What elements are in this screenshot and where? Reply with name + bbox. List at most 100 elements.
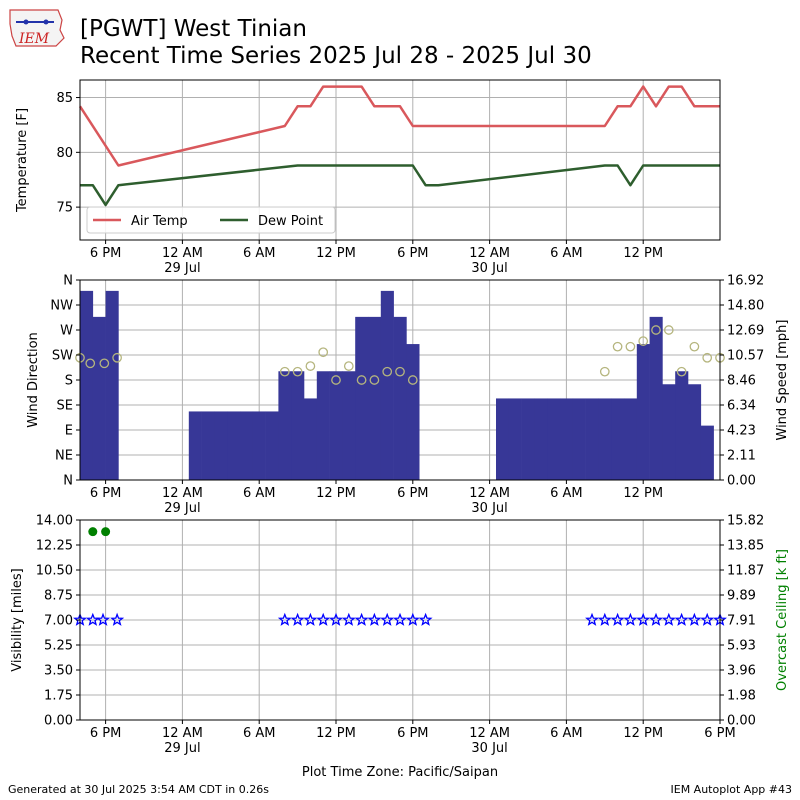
x-tick-sublabel: 29 Jul	[164, 741, 200, 756]
wind-direction-point	[395, 366, 405, 377]
visibility-point	[96, 612, 111, 626]
wind-speed-bar	[700, 425, 714, 480]
wind-direction-point	[663, 325, 674, 335]
wind-speed-bar	[278, 371, 292, 480]
x-tick-label: 6 PM	[90, 486, 121, 501]
y-tick-label: W	[60, 324, 73, 339]
y-tick-label: 0.00	[44, 714, 73, 729]
x-tick-sublabel: 29 Jul	[164, 501, 200, 516]
y-tick-label: N	[63, 274, 73, 289]
y2-tick-label: 11.87	[727, 564, 764, 579]
wind-speed-bar	[624, 398, 638, 480]
y2-tick-label: 6.34	[727, 399, 756, 414]
y2-tick-label: 12.69	[727, 324, 764, 339]
x-tick-label: 6 AM	[243, 726, 276, 741]
wind-direction-point	[689, 341, 700, 352]
y-axis-label: Temperature [F]	[15, 108, 30, 213]
x-axis-label: Plot Time Zone: Pacific/Saipan	[302, 765, 498, 780]
wind-speed-bar	[265, 411, 279, 480]
visibility-point	[110, 612, 125, 626]
footer-app: IEM Autoplot App #43	[670, 783, 793, 796]
x-tick-label: 6 PM	[704, 726, 735, 741]
wind-direction-point	[625, 341, 636, 352]
wind-direction-point	[85, 358, 96, 369]
y2-axis-label: Overcast Ceiling [k ft]	[775, 549, 790, 691]
wind-direction-point	[638, 336, 649, 346]
wind-direction-point	[676, 366, 687, 377]
visibility-point	[636, 612, 651, 626]
visibility-point	[649, 612, 663, 626]
y2-tick-label: 16.92	[727, 274, 764, 289]
x-tick-label: 6 AM	[550, 726, 583, 741]
wind-speed-bar	[227, 411, 241, 480]
y-tick-label: 14.00	[36, 514, 73, 529]
x-tick-label: 6 PM	[397, 486, 428, 501]
y-tick-label: NE	[55, 449, 73, 464]
wind-speed-bar	[649, 316, 663, 480]
x-tick-label: 12 AM	[162, 726, 203, 741]
wind-direction-point	[369, 375, 380, 385]
visibility-point	[341, 612, 356, 626]
y2-tick-label: 9.89	[727, 589, 756, 604]
wind-speed-bar	[406, 344, 420, 480]
y-tick-label: 85	[56, 91, 73, 106]
x-tick-sublabel: 30 Jul	[471, 261, 507, 276]
x-tick-label: 6 AM	[243, 486, 276, 501]
wind-speed-bar	[521, 398, 535, 480]
y-tick-label: 8.75	[44, 589, 73, 604]
wind-speed-bar	[240, 411, 254, 480]
wind-direction-point	[356, 375, 367, 385]
wind-speed-bar	[393, 316, 407, 480]
visibility-point	[674, 612, 689, 626]
wind-speed-bar	[662, 384, 676, 480]
wind-speed-bar	[368, 316, 382, 480]
y-tick-label: SE	[57, 399, 73, 414]
visibility-point	[418, 612, 433, 626]
visibility-point	[393, 612, 407, 626]
x-tick-label: 12 AM	[469, 486, 510, 501]
wind-direction-point	[343, 361, 354, 371]
wind-speed-bar	[380, 290, 394, 480]
y2-tick-label: 3.96	[727, 664, 756, 679]
wind-direction-point	[612, 341, 623, 352]
y2-tick-label: 5.93	[727, 639, 756, 654]
y-tick-label: 10.50	[36, 564, 73, 579]
x-tick-label: 12 AM	[162, 246, 203, 261]
wind-direction-point	[305, 361, 316, 371]
wind-direction-point	[112, 352, 122, 363]
visibility-point	[290, 612, 305, 626]
wind-speed-bar	[304, 398, 318, 480]
visibility-point	[85, 612, 100, 626]
wind-speed-bar	[688, 384, 702, 480]
x-tick-label: 12 AM	[162, 486, 203, 501]
wind-direction-point	[292, 366, 303, 377]
chart-title: [PGWT] West Tinian	[80, 16, 307, 42]
x-tick-sublabel: 30 Jul	[471, 741, 507, 756]
wind-speed-bar	[547, 398, 561, 480]
y-axis-label: Wind Direction	[26, 332, 41, 428]
wind-speed-bar	[598, 398, 612, 480]
wind-speed-bar	[291, 371, 305, 480]
wind-direction-point	[318, 347, 329, 358]
wind-direction-point	[599, 366, 610, 377]
y-axis-label: Visibility [miles]	[10, 568, 25, 671]
wind-speed-bar	[105, 290, 119, 480]
wind-speed-bar	[675, 371, 689, 480]
y2-axis-label: Wind Speed [mph]	[775, 320, 790, 441]
x-tick-sublabel: 29 Jul	[164, 261, 200, 276]
y-tick-label: 1.75	[44, 689, 73, 704]
footer-generated: Generated at 30 Jul 2025 3:54 AM CDT in …	[8, 783, 269, 796]
y-tick-label: N	[63, 474, 73, 489]
wind-direction-point	[99, 358, 110, 369]
y-tick-label: 75	[56, 201, 73, 216]
x-tick-label: 12 AM	[469, 246, 510, 261]
y-tick-label: 5.25	[44, 639, 73, 654]
legend-label-dew-point: Dew Point	[258, 214, 323, 229]
y2-tick-label: 1.98	[727, 689, 756, 704]
dew-point-line	[80, 164, 720, 207]
wind-speed-bar	[534, 398, 548, 480]
x-tick-label: 6 PM	[397, 246, 428, 261]
wind-direction-point	[407, 375, 418, 385]
wind-speed-bar	[201, 411, 215, 480]
